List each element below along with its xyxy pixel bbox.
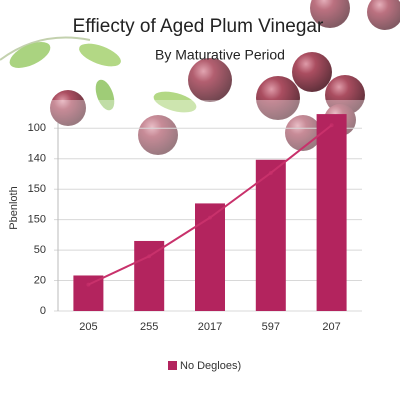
y-axis-label: Pbenloth — [8, 186, 20, 229]
trend-point — [86, 282, 91, 287]
x-tick-label: 597 — [262, 321, 280, 333]
trend-point — [208, 215, 212, 220]
x-tick-label: 207 — [322, 321, 340, 333]
trend-point — [329, 123, 334, 128]
legend-label: No Degloes) — [180, 360, 241, 372]
y-tick-label: 50 — [34, 244, 46, 256]
bar — [255, 159, 286, 311]
x-tick-label: 255 — [140, 321, 158, 333]
bar — [73, 275, 104, 311]
y-tick-label: 150 — [28, 214, 46, 226]
y-tick-label: 150 — [28, 183, 46, 195]
y-tick-label: 20 — [34, 274, 46, 286]
bar — [316, 114, 347, 311]
bar — [134, 240, 165, 311]
x-tick-label: 2017 — [198, 321, 222, 333]
y-tick-label: 0 — [40, 305, 46, 317]
chart-title: Effiecty of Aged Plum Vinegar — [73, 16, 324, 37]
x-tick-label: 205 — [79, 321, 97, 333]
legend-swatch — [168, 361, 177, 370]
y-tick-label: 140 — [28, 153, 46, 165]
y-tick-label: 100 — [28, 122, 46, 134]
bar — [195, 203, 225, 311]
chart-subtitle: By Maturative Period — [155, 47, 285, 63]
trend-point — [147, 254, 152, 259]
trend-point — [268, 170, 273, 175]
